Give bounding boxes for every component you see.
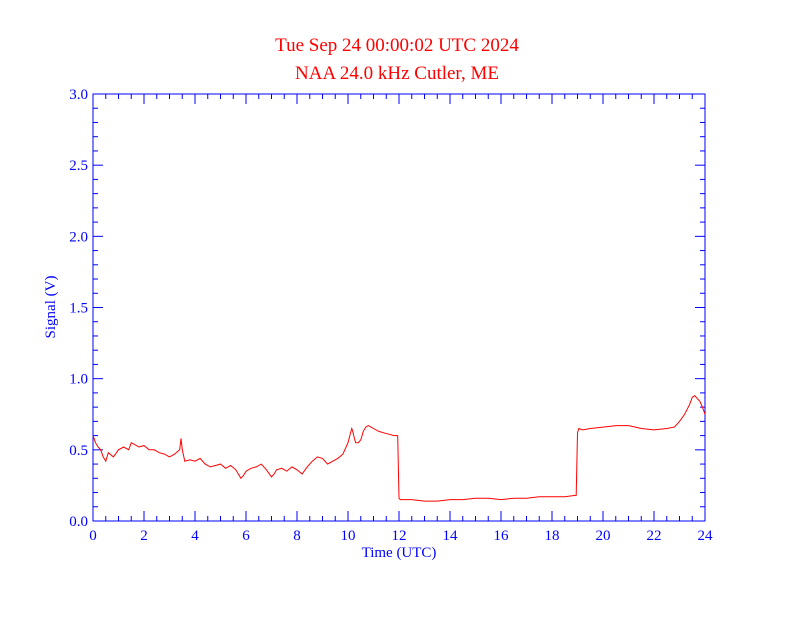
x-tick-label: 10 bbox=[341, 528, 356, 544]
y-tick-label: 0.0 bbox=[69, 514, 88, 530]
x-tick-label: 14 bbox=[443, 528, 459, 544]
y-axis-label: Signal (V) bbox=[43, 276, 59, 339]
y-tick-label: 1.0 bbox=[69, 372, 88, 388]
x-tick-label: 4 bbox=[191, 528, 199, 544]
y-tick-label: 1.5 bbox=[69, 301, 88, 317]
x-tick-label: 18 bbox=[545, 528, 560, 544]
chart-title: Tue Sep 24 00:00:02 UTC 2024 bbox=[275, 35, 519, 56]
x-tick-label: 6 bbox=[242, 528, 250, 544]
x-tick-label: 2 bbox=[140, 528, 148, 544]
y-axis-ticks bbox=[93, 93, 705, 522]
y-tick-label: 0.5 bbox=[69, 443, 88, 459]
y-tick-label: 3.0 bbox=[69, 87, 88, 103]
x-tick-label: 8 bbox=[293, 528, 301, 544]
x-tick-label: 0 bbox=[89, 528, 97, 544]
x-axis-tick-labels: 0 2 4 6 8 10 12 14 16 18 20 22 24 bbox=[89, 528, 713, 544]
x-tick-label: 12 bbox=[392, 528, 407, 544]
chart-subtitle: NAA 24.0 kHz Cutler, ME bbox=[295, 63, 499, 84]
y-tick-label: 2.5 bbox=[69, 158, 88, 174]
x-axis-ticks bbox=[92, 94, 706, 521]
x-tick-label: 24 bbox=[698, 528, 714, 544]
x-axis-label: Time (UTC) bbox=[362, 545, 437, 561]
y-tick-label: 2.0 bbox=[69, 229, 88, 245]
signal-series-line bbox=[92, 395, 706, 502]
y-axis-tick-labels: 0.0 0.5 1.0 1.5 2.0 2.5 3.0 bbox=[69, 87, 88, 530]
plot-frame bbox=[92, 93, 706, 522]
x-tick-label: 22 bbox=[647, 528, 662, 544]
x-tick-label: 20 bbox=[596, 528, 611, 544]
x-tick-label: 16 bbox=[494, 528, 510, 544]
